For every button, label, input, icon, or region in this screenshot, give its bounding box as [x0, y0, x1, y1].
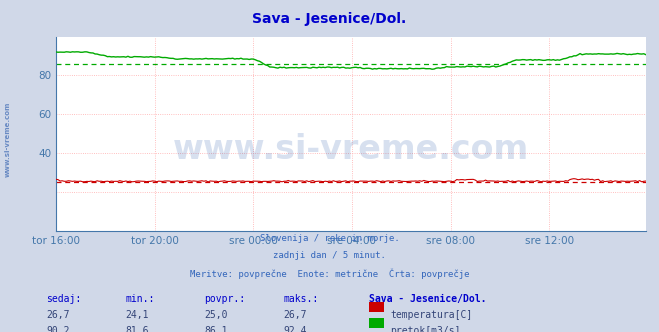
Text: Sava - Jesenice/Dol.: Sava - Jesenice/Dol. — [369, 294, 486, 304]
Text: zadnji dan / 5 minut.: zadnji dan / 5 minut. — [273, 251, 386, 260]
Text: Meritve: povprečne  Enote: metrične  Črta: povprečje: Meritve: povprečne Enote: metrične Črta:… — [190, 269, 469, 279]
Text: Sava - Jesenice/Dol.: Sava - Jesenice/Dol. — [252, 12, 407, 26]
Text: povpr.:: povpr.: — [204, 294, 245, 304]
Text: pretok[m3/s]: pretok[m3/s] — [390, 326, 461, 332]
Text: 25,0: 25,0 — [204, 310, 228, 320]
Text: 81,6: 81,6 — [125, 326, 149, 332]
Text: maks.:: maks.: — [283, 294, 318, 304]
Text: 92,4: 92,4 — [283, 326, 307, 332]
Text: www.si-vreme.com: www.si-vreme.com — [5, 102, 11, 177]
Text: 86,1: 86,1 — [204, 326, 228, 332]
Text: sedaj:: sedaj: — [46, 294, 81, 304]
Text: Slovenija / reke in morje.: Slovenija / reke in morje. — [260, 234, 399, 243]
Text: www.si-vreme.com: www.si-vreme.com — [173, 133, 529, 166]
Text: temperatura[C]: temperatura[C] — [390, 310, 473, 320]
Text: 90,2: 90,2 — [46, 326, 70, 332]
Text: 26,7: 26,7 — [46, 310, 70, 320]
Text: min.:: min.: — [125, 294, 155, 304]
Text: 26,7: 26,7 — [283, 310, 307, 320]
Text: 24,1: 24,1 — [125, 310, 149, 320]
